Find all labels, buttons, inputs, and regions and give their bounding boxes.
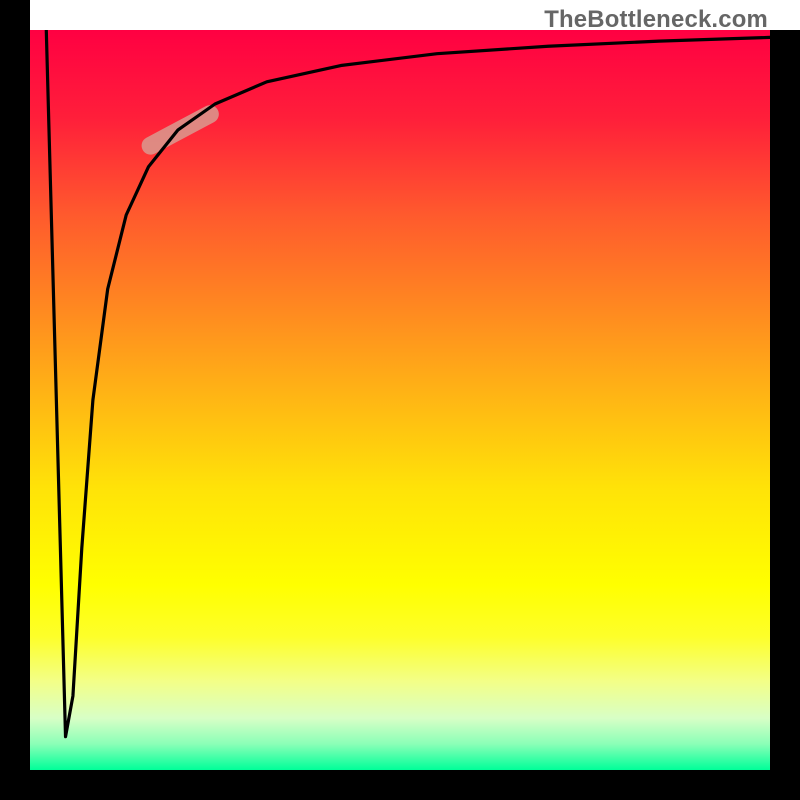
watermark-text: TheBottleneck.com <box>544 6 768 34</box>
axis-border-right <box>770 30 800 800</box>
axis-border-left <box>0 0 30 800</box>
chart-root: TheBottleneck.com <box>0 0 800 800</box>
axis-border-bottom <box>0 770 800 800</box>
plot-area <box>30 30 770 770</box>
gradient-background <box>30 30 770 770</box>
